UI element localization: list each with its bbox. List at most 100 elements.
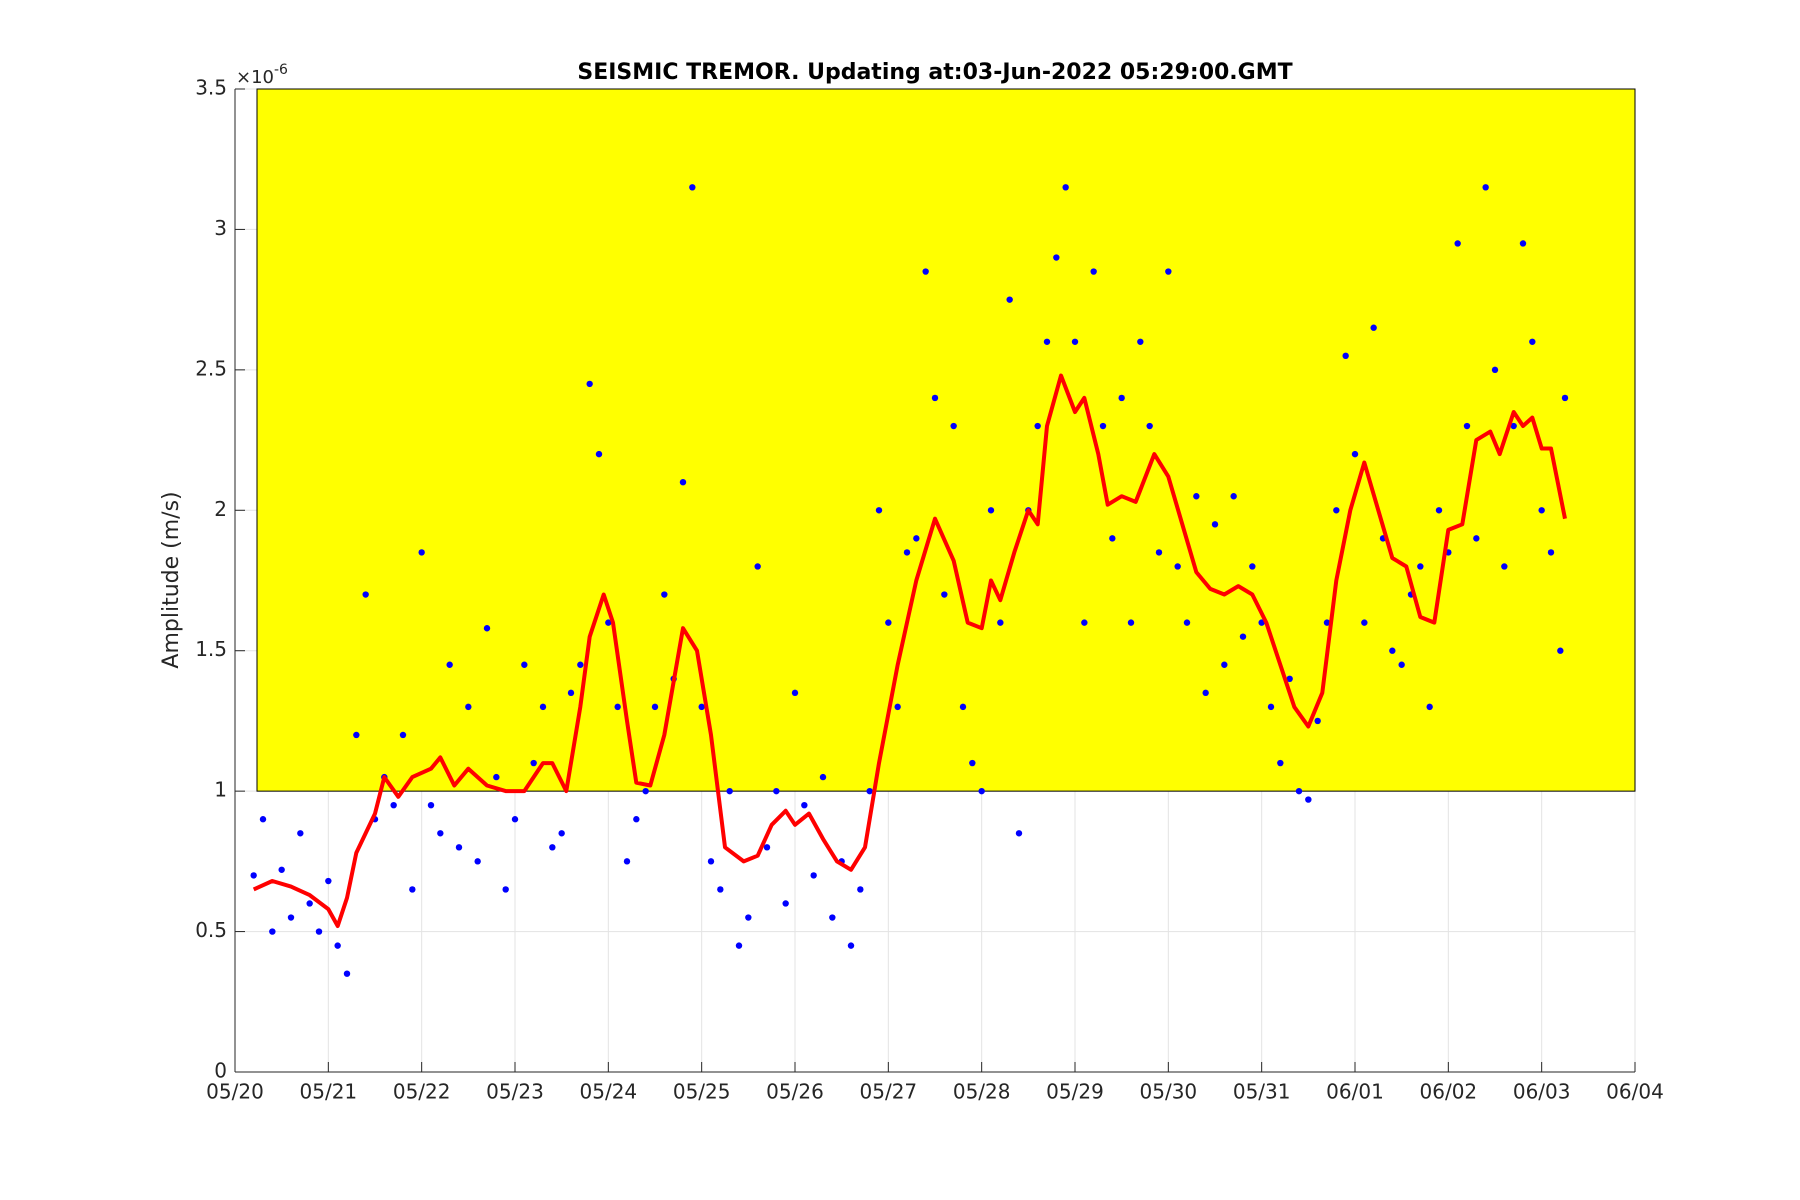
data-point <box>614 703 621 711</box>
data-point <box>493 773 500 781</box>
data-point <box>1491 366 1499 374</box>
data-point <box>623 858 631 865</box>
data-point <box>437 830 444 837</box>
data-point <box>1519 240 1527 247</box>
data-point <box>1109 535 1116 542</box>
data-point <box>1165 268 1172 275</box>
data-point <box>819 773 827 781</box>
data-point <box>1221 661 1228 668</box>
data-point <box>1426 703 1433 711</box>
data-point <box>1314 717 1321 725</box>
data-point <box>297 830 304 837</box>
chart-title: SEISMIC TREMOR. Updating at:03-Jun-2022 … <box>577 60 1292 85</box>
data-point <box>427 801 435 809</box>
data-point <box>1323 619 1331 626</box>
data-point <box>1146 422 1153 430</box>
data-point <box>455 844 463 851</box>
data-point <box>941 591 948 598</box>
data-point <box>577 661 584 668</box>
x-tick-label: 06/02 <box>1420 1080 1478 1104</box>
data-point <box>1370 324 1377 331</box>
data-point <box>1277 759 1284 767</box>
y-tick-label: 2.5 <box>195 356 227 380</box>
data-point <box>763 844 771 851</box>
x-tick-label: 06/03 <box>1513 1080 1571 1104</box>
data-point <box>1015 830 1023 837</box>
data-point <box>1547 549 1555 556</box>
data-point <box>1043 338 1051 345</box>
data-point <box>1053 254 1060 261</box>
data-point <box>698 703 705 711</box>
data-point <box>1538 507 1545 514</box>
data-point <box>1081 619 1088 626</box>
data-point <box>773 787 780 795</box>
data-point <box>567 689 575 697</box>
data-point <box>689 184 696 191</box>
data-point <box>595 450 603 458</box>
data-point <box>586 380 593 388</box>
data-point <box>1510 422 1517 430</box>
data-point <box>306 900 313 907</box>
y-tick-label: 1 <box>214 778 227 802</box>
data-point <box>1230 493 1237 500</box>
data-point <box>1071 338 1079 345</box>
x-tick-label: 06/01 <box>1326 1080 1384 1104</box>
data-point <box>390 801 397 809</box>
data-point <box>791 689 799 697</box>
data-point <box>810 872 817 879</box>
data-point <box>1062 184 1069 191</box>
x-tick-label: 05/28 <box>953 1080 1011 1104</box>
data-point <box>633 816 640 823</box>
y-tick-label: 3.5 <box>195 76 227 100</box>
y-tick-label: 0 <box>214 1059 227 1083</box>
data-point <box>959 703 967 711</box>
data-point <box>1454 240 1461 247</box>
data-point <box>754 563 761 570</box>
data-point <box>661 591 668 598</box>
x-tick-label: 06/04 <box>1606 1080 1664 1104</box>
data-point <box>1118 394 1125 402</box>
data-point <box>801 801 808 809</box>
data-point <box>334 942 341 949</box>
multiplier-base: ×10 <box>236 67 274 88</box>
y-axis-label: Amplitude (m/s) <box>159 491 184 668</box>
data-point <box>717 886 724 893</box>
y-tick-label: 0.5 <box>195 918 227 942</box>
data-point <box>735 942 743 949</box>
data-point <box>1463 422 1471 430</box>
data-point <box>325 877 332 885</box>
data-point <box>418 549 425 556</box>
x-tick-label: 05/24 <box>580 1080 638 1104</box>
data-point <box>1473 535 1480 542</box>
data-point <box>782 900 789 907</box>
data-point <box>521 661 528 668</box>
data-point <box>726 787 733 795</box>
data-point <box>1333 507 1340 514</box>
x-tick-label: 05/22 <box>393 1080 451 1104</box>
data-point <box>287 914 295 921</box>
data-point <box>903 549 911 556</box>
data-point <box>885 619 892 626</box>
data-point <box>549 844 556 851</box>
data-point <box>1202 689 1209 697</box>
data-point <box>474 858 481 865</box>
data-point <box>1090 268 1097 275</box>
data-point <box>642 787 649 795</box>
data-point <box>922 268 929 275</box>
data-point <box>1249 563 1256 570</box>
y-tick-label: 1.5 <box>195 637 227 661</box>
data-point <box>409 886 416 893</box>
data-point <box>1501 563 1508 570</box>
data-point <box>978 787 985 795</box>
data-point <box>1174 563 1181 570</box>
data-point <box>315 928 323 935</box>
data-point <box>1305 796 1312 803</box>
data-point <box>997 619 1004 626</box>
x-tick-label: 05/21 <box>300 1080 358 1104</box>
y-tick-label: 2 <box>214 497 227 521</box>
data-point <box>605 619 612 626</box>
data-point <box>539 703 547 711</box>
data-point <box>1342 352 1349 360</box>
y-tick-label: 3 <box>214 216 227 240</box>
